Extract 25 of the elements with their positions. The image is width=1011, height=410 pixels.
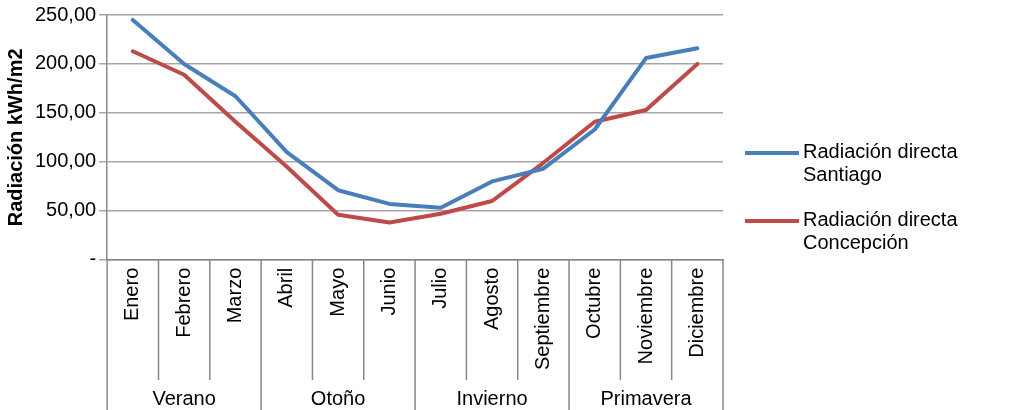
y-tick-label: 150,00: [35, 100, 97, 123]
legend-label: Radiación directa Santiago: [803, 140, 959, 186]
x-tick-label: Septiembre: [530, 267, 553, 371]
x-tick-label: Abril: [274, 267, 297, 308]
text: Verano: [152, 386, 216, 409]
x-tick-label: Mayo: [325, 267, 348, 317]
x-tick-label: Agosto: [479, 267, 502, 330]
y-tick-label: 200,00: [35, 51, 97, 74]
text: Primavera: [600, 386, 693, 409]
x-tick-label: Diciembre: [684, 267, 707, 358]
x-tick-label: Julio: [428, 267, 451, 309]
x-tick-label: Octubre: [582, 267, 605, 339]
y-tick-label: -: [89, 247, 97, 270]
x-tick-label: Noviembre: [633, 267, 656, 365]
y-axis-title: Radiación kWh/m2: [3, 48, 26, 227]
y-tick-label: 100,00: [35, 149, 97, 172]
text: Invierno: [456, 386, 528, 409]
y-tick-label: 50,00: [46, 198, 97, 221]
x-tick-label: Marzo: [222, 267, 245, 324]
x-tick-label: Febrero: [171, 267, 194, 338]
x-tick-label: Enero: [120, 267, 143, 322]
y-tick-label: 250,00: [35, 2, 97, 25]
text: Otoño: [310, 386, 366, 409]
legend-label: Radiación directa Concepción: [803, 208, 959, 254]
x-tick-label: Junio: [376, 267, 399, 316]
